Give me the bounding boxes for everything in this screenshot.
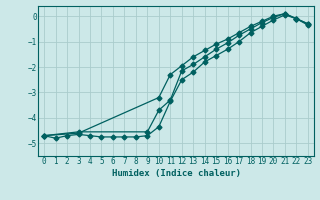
X-axis label: Humidex (Indice chaleur): Humidex (Indice chaleur) [111,169,241,178]
